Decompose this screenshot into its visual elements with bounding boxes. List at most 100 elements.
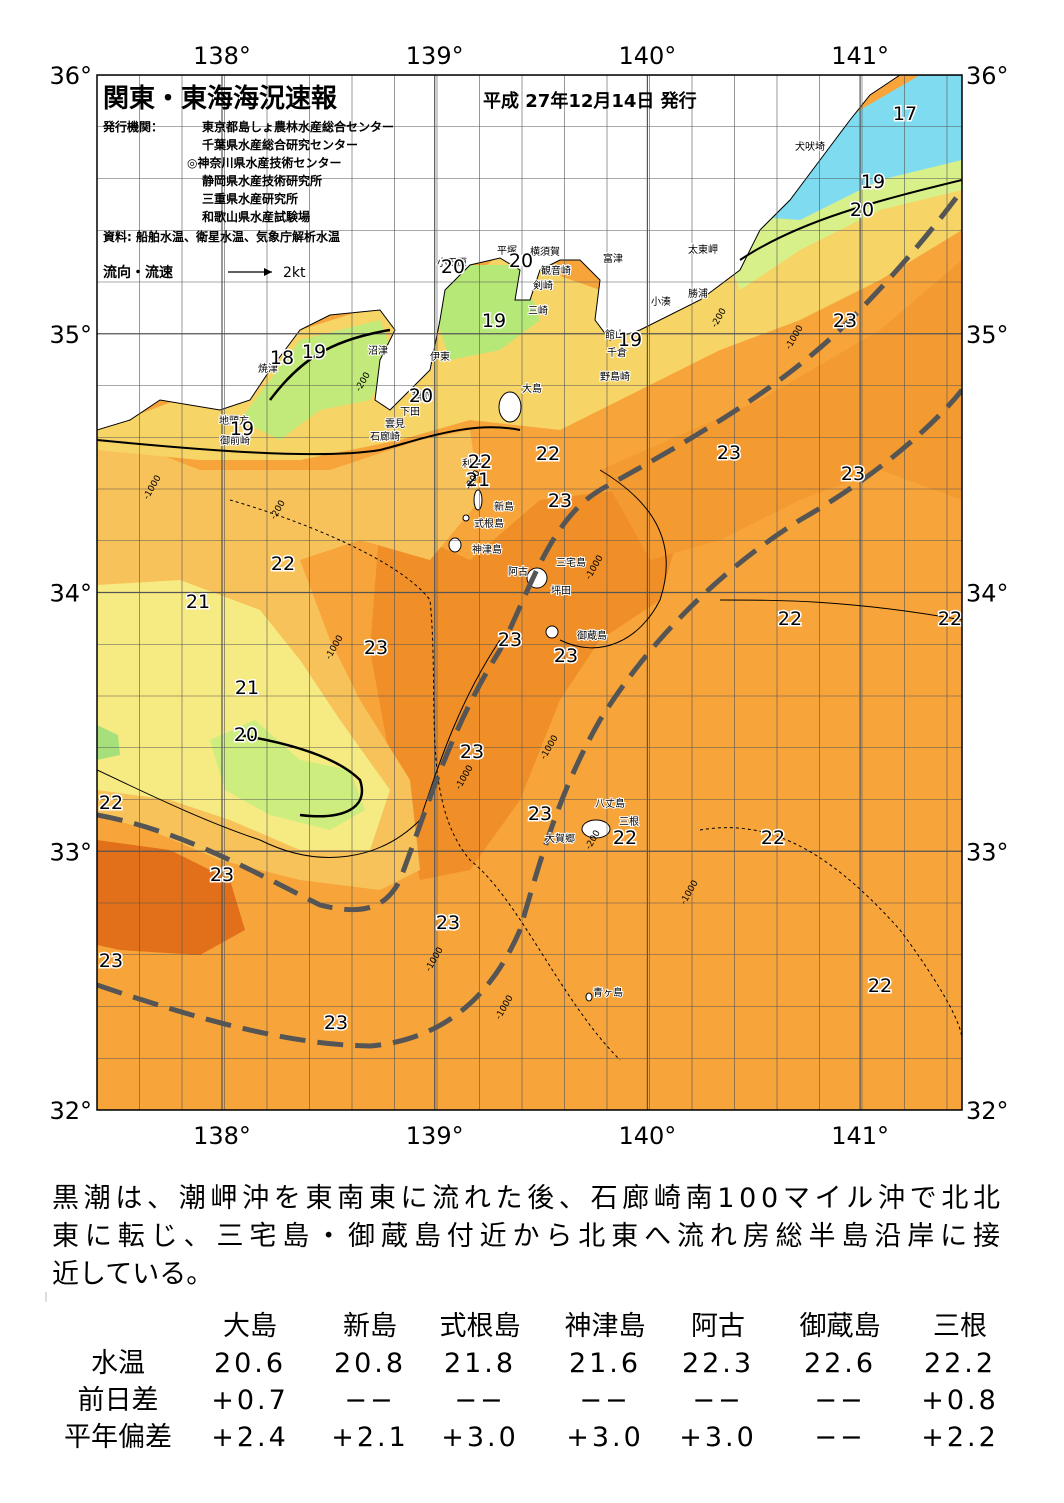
table-cell: 22.2 — [924, 1348, 996, 1379]
place-name: 館山 — [605, 328, 625, 341]
table-cell: 21.6 — [569, 1348, 641, 1379]
table-cell: +0.8 — [921, 1385, 999, 1416]
place-name: 伊東 — [430, 350, 450, 363]
temperature-label: 23 — [364, 637, 388, 659]
contour-line — [239, 733, 364, 818]
temperature-label: 21 — [186, 591, 210, 613]
place-name: 新島 — [494, 500, 514, 513]
temperature-label: 20 — [409, 385, 433, 407]
place-name: 御蔵島 — [577, 629, 607, 642]
place-name: 富津 — [603, 252, 623, 265]
column-header: 神津島 — [565, 1311, 646, 1342]
temperature-label: 22 — [778, 608, 802, 630]
temperature-label: 20 — [441, 256, 465, 278]
depth-line — [229, 499, 621, 1061]
cold-region — [97, 725, 120, 760]
table-cell: +2.2 — [921, 1422, 999, 1453]
table-cell: −− — [692, 1385, 743, 1416]
temperature-label: 23 — [554, 645, 578, 667]
coastal-band — [240, 320, 395, 440]
depth-line — [699, 827, 962, 1041]
table-cell: 22.6 — [804, 1348, 876, 1379]
publisher: 千葉県水産総合研究センター — [202, 137, 358, 152]
temperature-label: 21 — [235, 677, 259, 699]
table-cell: −− — [344, 1385, 395, 1416]
island — [498, 391, 522, 423]
place-name: 八丈島 — [595, 797, 625, 810]
place-name: 神津島 — [472, 543, 502, 556]
map-frame — [96, 74, 963, 1111]
island — [473, 489, 483, 511]
table-cell: 20.8 — [334, 1348, 406, 1379]
temperature-label: 22 — [99, 792, 123, 814]
table-cell: +0.7 — [211, 1385, 289, 1416]
place-name: 坪田 — [551, 584, 571, 597]
islands — [448, 391, 611, 1002]
temperature-label: 18 — [270, 347, 294, 369]
lon-label: 140° — [618, 1122, 676, 1150]
place-name: 利島 — [462, 457, 482, 470]
place-name: 三宅島 — [556, 556, 586, 569]
temperature-label: 22 — [868, 975, 892, 997]
place-name: 石廊崎 — [370, 430, 400, 443]
table-cell: −− — [814, 1422, 865, 1453]
temperature-label: 19 — [230, 418, 254, 440]
report-title: 関東・東海海況速報 — [103, 84, 338, 114]
temperature-label: 20 — [850, 199, 874, 221]
column-header: 新島 — [343, 1311, 397, 1342]
place-name: 稲取 — [412, 391, 432, 403]
warmest-region — [97, 840, 245, 955]
island — [585, 992, 593, 1002]
kuroshio-axis — [97, 388, 962, 1049]
publisher: 和歌山県水産試験場 — [201, 209, 310, 224]
lat-label: 34° — [966, 580, 1009, 608]
lon-label: 138° — [193, 1122, 251, 1150]
temperature-label: 22 — [938, 608, 962, 630]
table-cell: −− — [814, 1385, 865, 1416]
warm-region — [370, 490, 680, 880]
lat-label: 33° — [966, 838, 1009, 866]
contour-line — [739, 179, 962, 261]
temperature-label: 23 — [833, 310, 857, 332]
contour-line — [269, 328, 391, 401]
row-label: 水温 — [91, 1348, 145, 1379]
lat-label: 35° — [966, 321, 1009, 349]
publisher: 静岡県水産技術研究所 — [202, 173, 322, 188]
place-name: 小湊 — [651, 295, 671, 308]
legend-arrowhead — [264, 268, 272, 276]
temperature-label: 23 — [460, 741, 484, 763]
place-name: 平塚 — [497, 245, 517, 257]
summary-line: 近している。 — [52, 1259, 213, 1290]
place-name: 青ヶ島 — [593, 986, 623, 999]
kuroshio — [97, 188, 962, 1049]
place-name: 御前崎 — [220, 434, 250, 447]
temperature-label: 22 — [468, 451, 492, 473]
table-cell: 20.6 — [214, 1348, 286, 1379]
lat-label: 32° — [966, 1097, 1009, 1125]
place-name: 勝浦 — [688, 287, 708, 300]
temperature-label: 17 — [893, 103, 917, 125]
temperature-label: 23 — [498, 629, 522, 651]
lon-label: 141° — [831, 42, 889, 70]
lat-label: 36° — [49, 62, 92, 90]
row-label: 前日差 — [78, 1385, 159, 1416]
column-header: 三根 — [933, 1311, 987, 1342]
contour-line — [97, 639, 501, 858]
temperature-label: 23 — [99, 950, 123, 972]
place-name: 大島 — [522, 382, 542, 395]
contour-line — [719, 599, 962, 621]
lat-label: 34° — [49, 580, 92, 608]
land — [97, 75, 901, 431]
place-name: 千倉 — [607, 346, 627, 359]
place-name: 犬吠埼 — [795, 140, 825, 153]
place-name: 地頭方 — [219, 414, 249, 427]
publisher-label: 発行機関： — [102, 119, 163, 134]
lat-label: 32° — [49, 1097, 92, 1125]
publisher: 東京都島しょ農林水産総合センター — [202, 119, 394, 134]
warm-region — [600, 260, 962, 560]
place-name: 三根 — [619, 815, 639, 828]
column-header: 御蔵島 — [800, 1311, 881, 1342]
kuroshio-axis — [97, 188, 962, 913]
lon-label: 141° — [831, 1122, 889, 1150]
